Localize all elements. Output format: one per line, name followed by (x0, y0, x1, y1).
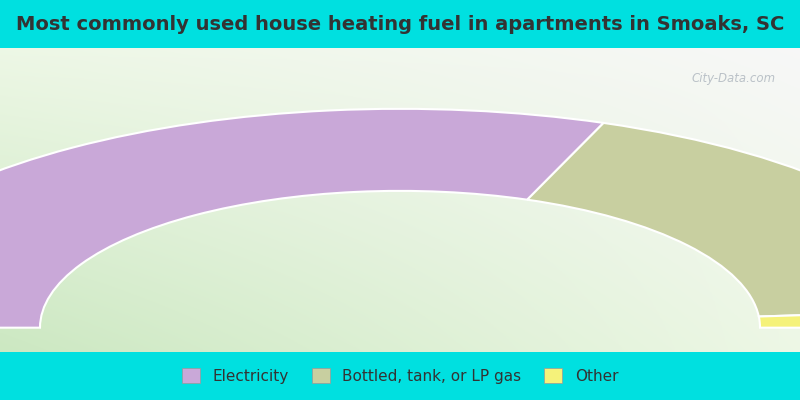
Wedge shape (527, 123, 800, 316)
Text: Most commonly used house heating fuel in apartments in Smoaks, SC: Most commonly used house heating fuel in… (16, 14, 784, 34)
Legend: Electricity, Bottled, tank, or LP gas, Other: Electricity, Bottled, tank, or LP gas, O… (174, 360, 626, 392)
Wedge shape (0, 109, 604, 328)
Text: City-Data.com: City-Data.com (692, 72, 776, 85)
Wedge shape (758, 310, 800, 328)
